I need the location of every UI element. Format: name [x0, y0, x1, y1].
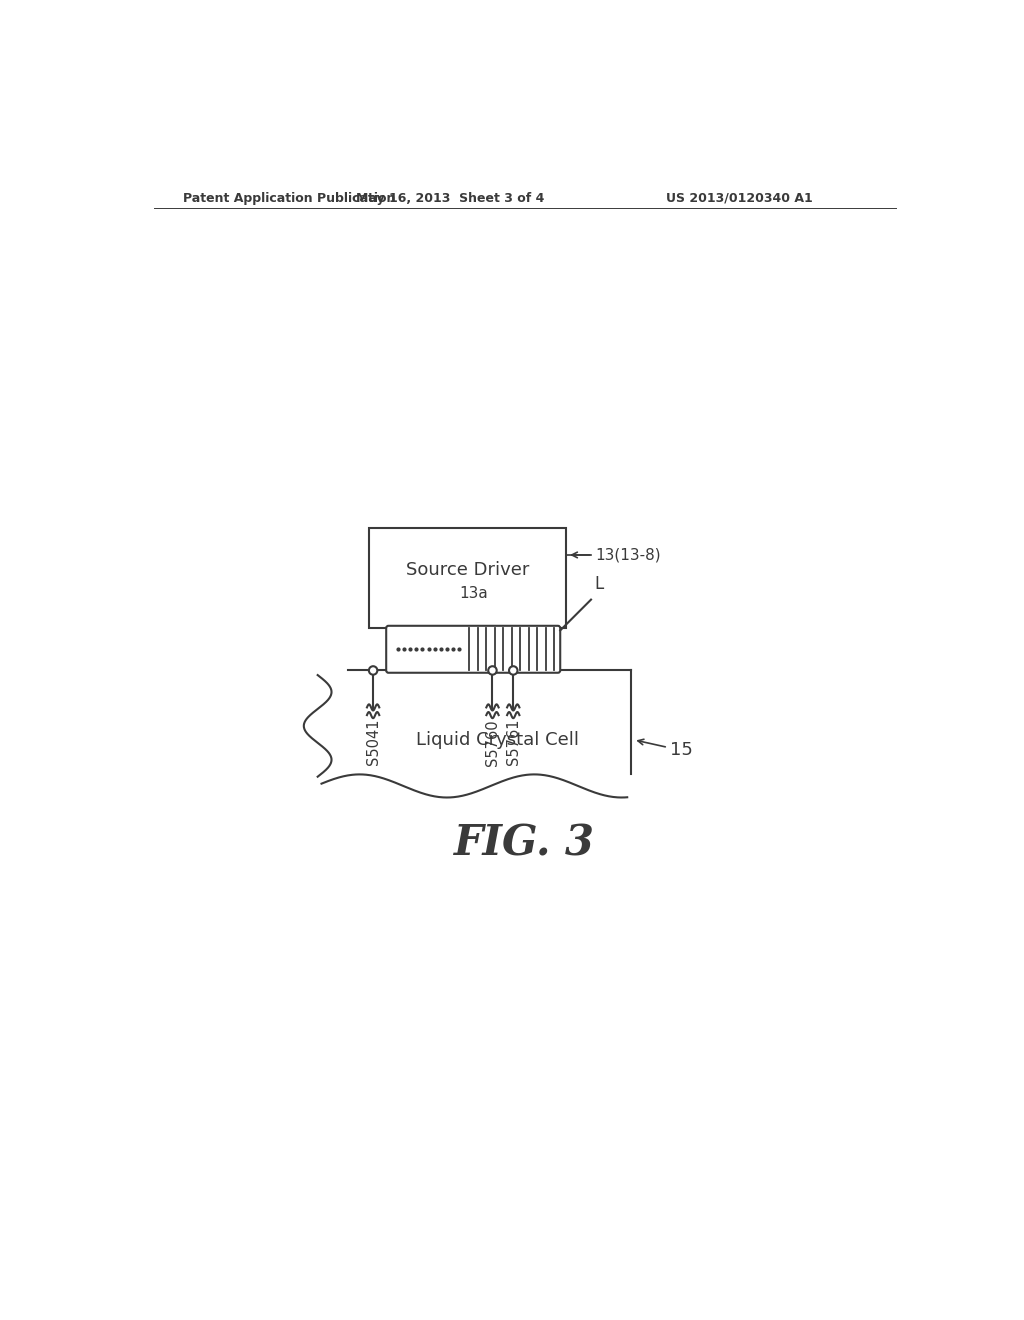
Circle shape: [369, 667, 378, 675]
Circle shape: [488, 667, 497, 675]
Text: 15: 15: [671, 741, 693, 759]
Text: 13a: 13a: [459, 586, 487, 601]
Text: US 2013/0120340 A1: US 2013/0120340 A1: [666, 191, 812, 205]
Text: 13(13-8): 13(13-8): [595, 548, 660, 562]
Text: L: L: [595, 576, 604, 594]
Bar: [370, 528, 565, 628]
Text: Liquid Crystal Cell: Liquid Crystal Cell: [416, 731, 579, 748]
Text: FIG. 3: FIG. 3: [455, 822, 595, 865]
Text: Patent Application Publication: Patent Application Publication: [183, 191, 395, 205]
Circle shape: [509, 667, 517, 675]
FancyBboxPatch shape: [386, 626, 560, 673]
Text: S5761: S5761: [506, 719, 521, 766]
Text: Source Driver: Source Driver: [406, 561, 529, 579]
Text: May 16, 2013  Sheet 3 of 4: May 16, 2013 Sheet 3 of 4: [356, 191, 545, 205]
Text: S5760: S5760: [485, 719, 500, 766]
Text: S5041: S5041: [366, 719, 381, 766]
